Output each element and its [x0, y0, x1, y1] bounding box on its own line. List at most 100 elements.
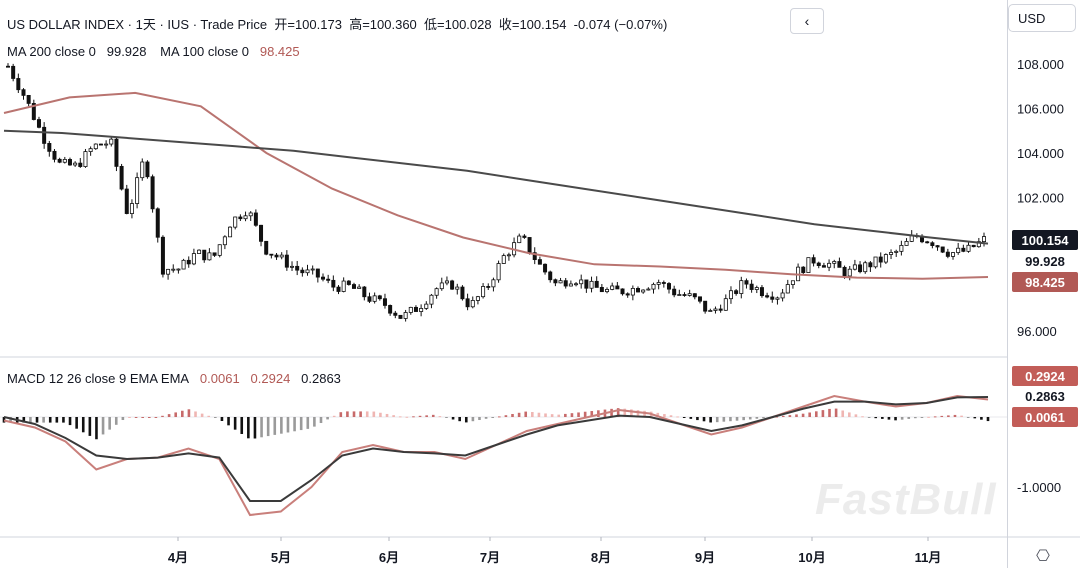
candle-body — [465, 298, 470, 308]
time-tick-label: 11月 — [915, 550, 942, 565]
ma100-label[interactable]: MA 100 close 0 — [160, 44, 250, 59]
candle-body — [36, 119, 41, 128]
change-percent: (−0.07%) — [614, 17, 668, 32]
candle-body — [672, 288, 677, 296]
price-axis: 108.000 106.000 104.000 102.000 96.000 -1.000… — [1017, 57, 1064, 495]
candle-body — [243, 215, 248, 220]
macd-histogram-bar — [841, 410, 845, 417]
candle-body — [842, 266, 847, 277]
macd-histogram-bar — [319, 417, 323, 424]
macd-line-badge: 0.2924 — [1025, 369, 1066, 384]
macd-histogram-bar — [927, 416, 930, 418]
macd-histogram-bar — [848, 412, 851, 417]
macd-histogram-bar — [900, 417, 904, 420]
macd-histogram-bar — [914, 417, 917, 419]
candle-body — [682, 294, 687, 296]
macd-histogram-bar — [788, 415, 792, 417]
macd-histogram-bar — [623, 408, 627, 417]
candle-body — [713, 308, 718, 311]
currency-button[interactable]: USD — [1008, 4, 1076, 32]
candle-body — [703, 300, 708, 312]
macd-histogram-bar — [431, 414, 435, 417]
macd-histogram-bar — [42, 417, 45, 423]
candle-body — [197, 249, 202, 254]
candle-body — [574, 283, 579, 286]
settings-icon[interactable]: ⎔ — [1036, 548, 1050, 565]
candle-body — [388, 305, 393, 314]
candle-body — [785, 284, 790, 294]
macd-histogram-bar — [35, 417, 39, 423]
candle-body — [166, 268, 171, 275]
candle-body — [548, 271, 553, 281]
candle-body — [868, 262, 873, 268]
candle-body — [501, 255, 506, 264]
macd-histogram-bar — [577, 412, 580, 417]
macd-histogram-bar — [775, 416, 778, 418]
macd-histogram-bar — [75, 417, 78, 429]
macd-histogram-bar — [795, 414, 798, 417]
candle-body — [858, 264, 863, 273]
macd-legend: MACD 12 26 close 9 EMA EMA 0.0061 0.2924… — [7, 371, 341, 386]
candle-body — [883, 254, 888, 263]
macd-label[interactable]: MACD 12 26 close 9 EMA EMA — [7, 371, 190, 386]
candle-body — [186, 259, 191, 265]
candle-body — [971, 244, 976, 248]
macd-histogram-bar — [260, 417, 263, 438]
macd-signal-badge-bg — [1012, 386, 1078, 406]
candle-body — [734, 290, 739, 294]
macd-histogram-bar — [22, 417, 26, 423]
macd-histogram-bar — [867, 417, 871, 418]
candle-body — [966, 244, 971, 252]
interval[interactable]: 1天 — [135, 17, 156, 32]
candle-body — [42, 126, 47, 144]
macd-histogram-bar — [352, 411, 356, 417]
macd-histogram-bar — [907, 417, 911, 419]
symbol-name[interactable]: US DOLLAR INDEX — [7, 17, 125, 32]
macd-histogram-bar — [464, 417, 468, 423]
macd-histogram-bar — [947, 415, 950, 417]
candle-body — [537, 259, 542, 265]
macd-histogram-bar — [484, 417, 488, 419]
macd-histogram-bar — [418, 415, 422, 417]
candle-body — [202, 249, 207, 261]
candle-body — [31, 103, 36, 120]
macd-histogram-bar — [128, 417, 131, 418]
macd-histogram-bar — [524, 411, 528, 417]
low-label: 低= — [424, 17, 445, 32]
price-type: Trade Price — [200, 17, 268, 32]
candle-body — [274, 254, 279, 258]
time-tick-label: 6月 — [379, 550, 399, 565]
candle-body — [610, 285, 615, 290]
candle-body — [326, 278, 331, 281]
candle-body — [801, 266, 806, 273]
ma200-label[interactable]: MA 200 close 0 — [7, 44, 96, 59]
macd-histogram-bar — [62, 417, 65, 423]
candle-body — [398, 314, 403, 319]
candle-body — [553, 279, 558, 284]
macd-histogram-bar — [187, 409, 191, 417]
candle-body — [486, 286, 491, 288]
candle-body — [620, 288, 625, 295]
macd-histogram-bar — [616, 408, 620, 417]
ma-legend: MA 200 close 0 99.928 MA 100 close 0 98.… — [7, 44, 300, 59]
candle-body — [744, 280, 749, 285]
macd-histogram-bar — [517, 412, 521, 417]
candle-body — [6, 65, 11, 68]
macd-histogram-bar — [154, 417, 158, 418]
candle-body — [708, 310, 713, 312]
candle-body — [806, 257, 811, 273]
candle-body — [759, 287, 764, 297]
macd-histogram-bar — [471, 417, 475, 422]
macd-histogram-bar — [405, 416, 409, 418]
time-tick-label: 8月 — [591, 550, 611, 565]
candle-body — [393, 312, 398, 316]
collapse-button[interactable]: ‹ — [790, 8, 824, 34]
candle-body — [413, 306, 418, 312]
macd-histogram-bar — [425, 415, 428, 417]
macd-signal-value: 0.2863 — [301, 371, 341, 386]
macd-histogram-bar — [854, 414, 858, 417]
header-line: US DOLLAR INDEX · 1天 · IUS · Trade Price… — [7, 17, 668, 32]
macd-histogram-bar — [953, 414, 957, 417]
macd-histogram-bar — [207, 415, 211, 417]
macd-histogram-bar — [689, 417, 693, 419]
